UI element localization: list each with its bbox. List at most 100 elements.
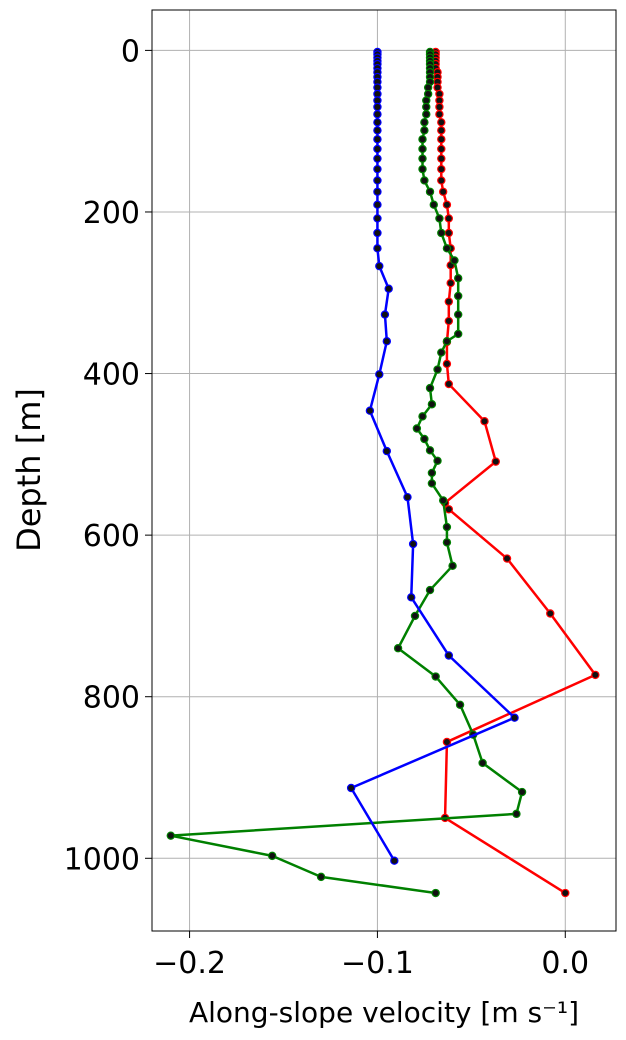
data-point — [420, 434, 429, 444]
data-point — [373, 187, 382, 196]
data-point — [373, 110, 382, 119]
data-point — [373, 214, 382, 223]
data-point — [442, 337, 452, 346]
data-point — [373, 102, 382, 112]
data-point — [444, 651, 454, 660]
data-point — [422, 102, 431, 112]
y-tick-label: 800 — [83, 681, 140, 716]
data-point — [373, 200, 382, 209]
data-point — [437, 126, 446, 135]
data-point — [420, 118, 429, 127]
data-point — [454, 310, 463, 319]
data-point — [390, 856, 399, 865]
data-point — [373, 118, 382, 127]
data-point — [437, 176, 446, 185]
data-point — [427, 468, 437, 478]
data-point — [435, 214, 444, 223]
data-point — [373, 164, 382, 174]
data-point — [425, 187, 435, 196]
data-point — [438, 496, 448, 505]
data-point — [427, 479, 437, 488]
data-point — [437, 154, 446, 163]
data-point — [442, 200, 452, 209]
x-tick-label: −0.1 — [341, 946, 414, 981]
data-point — [446, 278, 455, 288]
series-0 — [431, 47, 600, 898]
data-point — [591, 670, 600, 680]
data-point — [437, 135, 446, 144]
data-point — [448, 561, 457, 571]
data-point — [433, 365, 442, 374]
data-point — [268, 851, 277, 861]
data-point — [478, 758, 487, 768]
data-point — [373, 154, 382, 163]
data-point — [373, 144, 382, 154]
y-tick-label: 0 — [121, 34, 140, 69]
series-1 — [166, 47, 527, 898]
data-point — [442, 244, 452, 253]
data-point — [410, 611, 420, 621]
data-point — [384, 284, 393, 293]
data-point — [373, 135, 382, 144]
data-point — [517, 787, 527, 797]
data-point — [427, 400, 437, 409]
data-point — [491, 457, 500, 466]
data-point — [444, 379, 454, 389]
data-point — [437, 118, 446, 127]
y-tick-label: 400 — [83, 358, 140, 393]
data-point — [420, 126, 429, 135]
data-point — [418, 412, 427, 421]
series-line — [434, 52, 597, 895]
data-point — [418, 144, 427, 154]
ticks: −0.2 −0.1 0.0 0 200 400 600 800 1000 — [64, 34, 589, 981]
data-point — [316, 872, 326, 882]
data-point — [561, 888, 570, 898]
y-tick-label: 200 — [83, 196, 140, 231]
data-point — [444, 297, 454, 306]
data-point — [444, 316, 454, 326]
data-point — [425, 446, 435, 455]
data-point — [431, 672, 440, 681]
data-point — [425, 585, 435, 595]
y-tick-label: 1000 — [64, 842, 140, 877]
series-2 — [346, 47, 519, 865]
data-point — [382, 446, 392, 456]
data-point — [512, 809, 521, 819]
data-point — [442, 359, 452, 369]
data-point — [393, 644, 403, 653]
data-point — [444, 228, 454, 238]
x-axis-label: Along-slope velocity [m s⁻¹] — [189, 996, 579, 1029]
plot-frame — [151, 9, 617, 932]
data-point — [408, 539, 418, 549]
data-point — [375, 261, 384, 271]
data-point — [412, 424, 422, 433]
data-point — [380, 310, 390, 319]
data-point — [418, 154, 427, 163]
data-point — [373, 228, 382, 238]
data-point — [373, 176, 382, 185]
data-point — [425, 383, 435, 393]
data-point — [450, 256, 459, 265]
x-tick-label: −0.2 — [153, 946, 226, 981]
data-point — [435, 110, 444, 119]
data-point — [546, 609, 555, 618]
data-point — [431, 888, 440, 898]
data-point — [444, 505, 454, 514]
data-point — [166, 831, 175, 840]
data-point — [435, 102, 444, 112]
y-tick-label: 600 — [83, 519, 140, 554]
data-point — [438, 187, 448, 196]
data-point — [454, 291, 463, 301]
data-point — [437, 164, 446, 174]
data-point — [454, 274, 463, 283]
y-axis-label: Depth [m] — [10, 388, 48, 552]
data-point — [433, 456, 442, 466]
data-point — [437, 144, 446, 154]
data-point — [418, 164, 427, 174]
data-point — [444, 214, 454, 223]
data-point — [375, 370, 384, 379]
data-point — [437, 228, 446, 238]
data-point — [373, 244, 382, 253]
data-point — [510, 713, 519, 722]
data-point — [455, 700, 465, 709]
